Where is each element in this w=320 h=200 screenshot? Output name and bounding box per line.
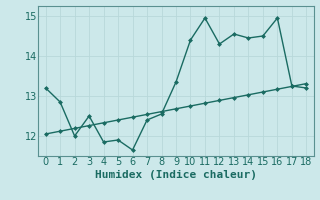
X-axis label: Humidex (Indice chaleur): Humidex (Indice chaleur) xyxy=(95,170,257,180)
